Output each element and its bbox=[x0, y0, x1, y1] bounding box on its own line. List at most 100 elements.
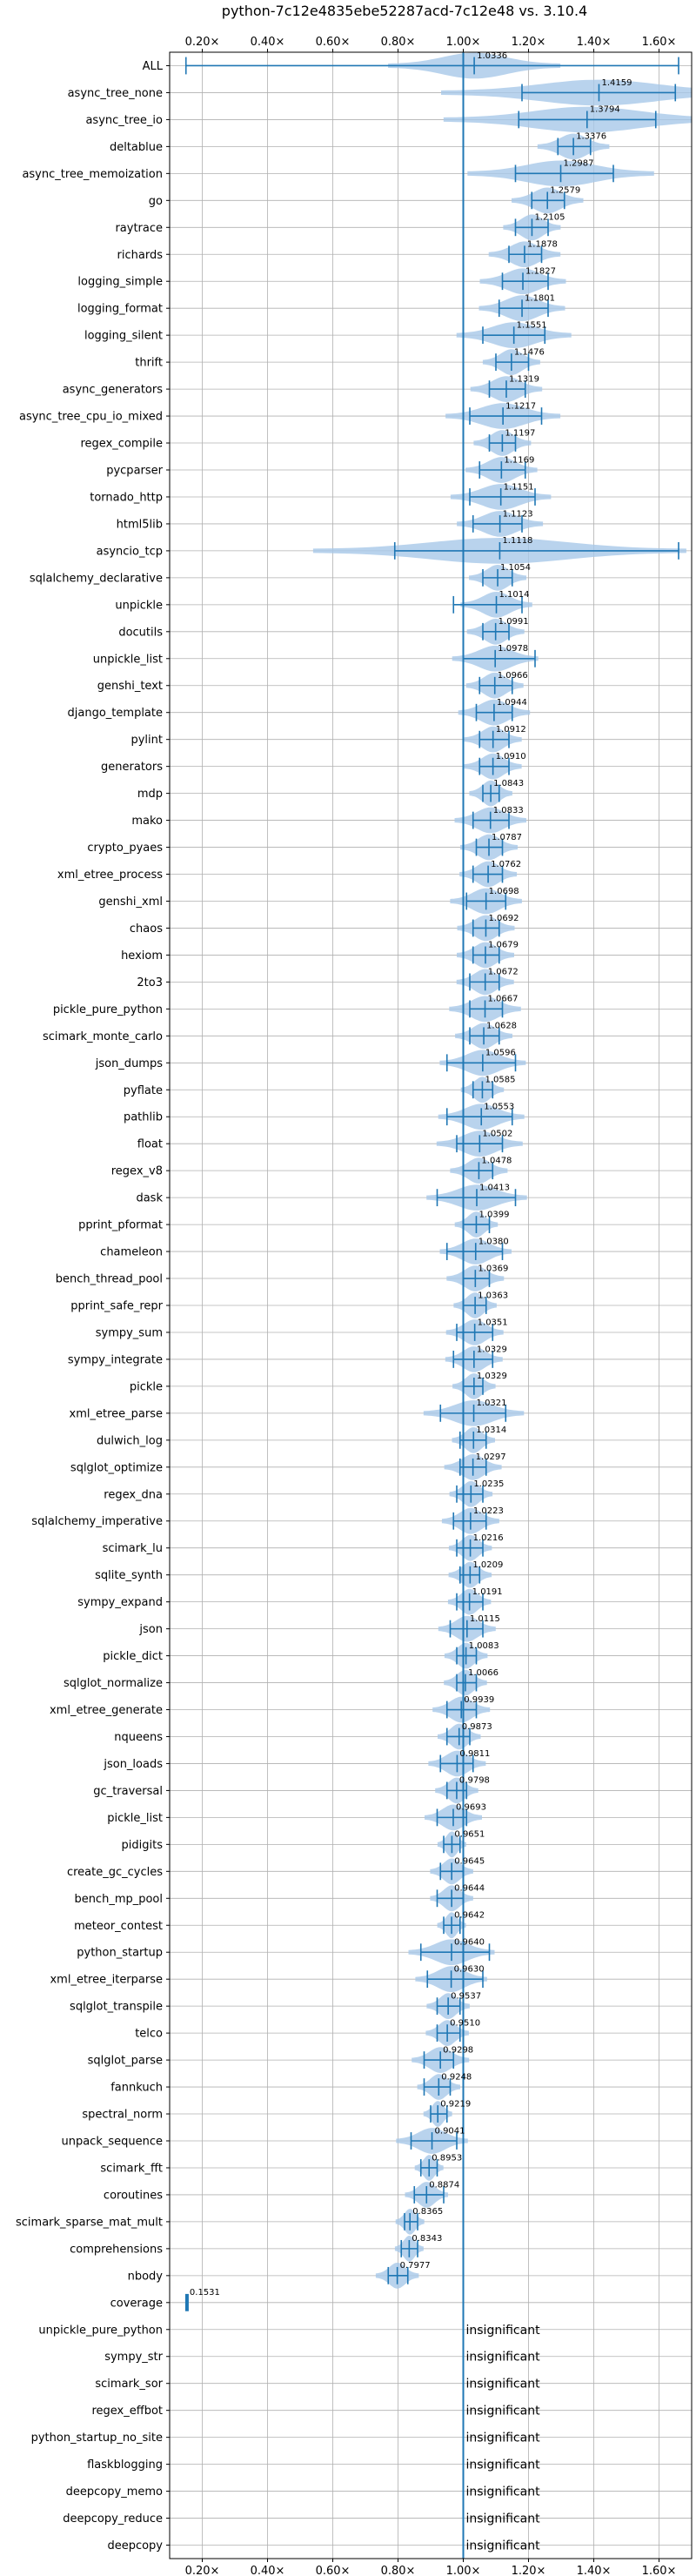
value-label: 1.1054 bbox=[500, 563, 531, 573]
benchmark-label: pycparser bbox=[106, 465, 163, 478]
benchmark-label: pickle_list bbox=[107, 1812, 163, 1825]
benchmark-label: sympy_str bbox=[104, 2351, 163, 2364]
insignificant-label: insignificant bbox=[466, 2432, 541, 2445]
benchmark-label: python_startup_no_site bbox=[31, 2432, 163, 2445]
x-tick-label-top: 1.20× bbox=[512, 36, 546, 49]
benchmark-label: pprint_pformat bbox=[78, 1219, 163, 1232]
benchmark-label: async_tree_memoization bbox=[22, 168, 163, 181]
value-label: 1.0912 bbox=[496, 725, 526, 735]
benchmark-label: 2to3 bbox=[137, 976, 163, 989]
benchmark-label: flaskblogging bbox=[87, 2459, 163, 2472]
value-label: 1.0553 bbox=[484, 1103, 514, 1112]
benchmark-label: json bbox=[138, 1623, 163, 1636]
value-label: 1.0336 bbox=[477, 51, 507, 61]
value-label: 1.1319 bbox=[509, 374, 539, 384]
insignificant-label: insignificant bbox=[466, 2485, 541, 2499]
value-label: 1.0596 bbox=[485, 1049, 516, 1058]
benchmark-label: thrift bbox=[135, 357, 163, 370]
value-label: 1.2105 bbox=[534, 213, 565, 223]
value-label: 1.0223 bbox=[473, 1506, 504, 1516]
value-label: 1.0672 bbox=[488, 968, 519, 977]
benchmark-label: nqueens bbox=[114, 1731, 163, 1744]
value-label: 1.0369 bbox=[478, 1264, 508, 1273]
benchmark-label: regex_compile bbox=[80, 438, 163, 451]
value-label: 0.1531 bbox=[190, 2288, 220, 2298]
value-label: 1.0191 bbox=[472, 1587, 503, 1597]
benchmark-label: json_dumps bbox=[95, 1057, 163, 1070]
benchmark-label: spectral_norm bbox=[82, 2109, 163, 2122]
value-label: 1.0991 bbox=[499, 617, 529, 627]
value-label: 0.7977 bbox=[400, 2261, 431, 2271]
benchmark-label: django_template bbox=[68, 707, 163, 720]
benchmark-label: async_tree_cpu_io_mixed bbox=[19, 411, 163, 424]
benchmark-label: logging_format bbox=[77, 303, 163, 316]
plot-frame bbox=[169, 51, 693, 2559]
value-label: 1.3794 bbox=[590, 105, 620, 115]
value-label: 1.0478 bbox=[481, 1156, 512, 1165]
benchmark-label: logging_silent bbox=[84, 330, 163, 343]
insignificant-label: insignificant bbox=[466, 2324, 541, 2338]
benchmark-label: sympy_sum bbox=[96, 1326, 163, 1339]
benchmark-label: nbody bbox=[128, 2270, 164, 2283]
value-label: 0.9873 bbox=[462, 1722, 492, 1732]
value-label: 0.9510 bbox=[450, 2018, 480, 2028]
value-label: 1.0762 bbox=[491, 860, 521, 869]
benchmark-label: deepcopy_memo bbox=[66, 2485, 163, 2499]
benchmark-label: scimark_lu bbox=[103, 1542, 163, 1555]
benchmark-label: scimark_fft bbox=[100, 2162, 163, 2175]
value-label: 1.1551 bbox=[517, 320, 547, 330]
benchmark-label: regex_effbot bbox=[91, 2405, 163, 2418]
benchmark-label: sqlite_synth bbox=[95, 1569, 163, 1582]
value-label: 1.0692 bbox=[488, 914, 519, 923]
value-label: 0.9219 bbox=[440, 2099, 471, 2109]
benchmark-label: generators bbox=[101, 761, 163, 774]
benchmark-label: regex_dna bbox=[104, 1488, 163, 1501]
x-tick-label-top: 0.60× bbox=[316, 36, 351, 49]
value-label: 1.1878 bbox=[527, 240, 558, 250]
benchmark-label: genshi_xml bbox=[98, 896, 163, 909]
value-label: 1.0833 bbox=[493, 806, 524, 815]
benchmark-label: logging_simple bbox=[77, 276, 163, 289]
value-label: 1.0698 bbox=[489, 887, 519, 896]
value-label: 0.9939 bbox=[464, 1695, 494, 1705]
benchmark-label: deepcopy bbox=[107, 2539, 163, 2553]
benchmark-label: gc_traversal bbox=[93, 1785, 163, 1798]
insignificant-label: insignificant bbox=[466, 2378, 541, 2392]
benchmark-label: go bbox=[149, 195, 163, 208]
benchmark-label: pickle_dict bbox=[103, 1650, 163, 1663]
insignificant-label: insignificant bbox=[466, 2405, 541, 2418]
value-label: 1.0910 bbox=[496, 752, 526, 761]
x-tick-label-top: 0.80× bbox=[381, 36, 416, 49]
benchmark-label: async_generators bbox=[63, 384, 164, 397]
chart-marks bbox=[184, 52, 692, 2559]
value-label: 0.9644 bbox=[454, 1884, 485, 1894]
value-label: 1.1151 bbox=[504, 482, 534, 492]
x-tick-label-bottom: 0.20× bbox=[185, 2565, 220, 2576]
benchmark-label: hexiom bbox=[121, 949, 163, 963]
benchmark-label: asyncio_tcp bbox=[97, 545, 163, 558]
value-label: 1.0628 bbox=[486, 1022, 517, 1031]
benchmark-label: dask bbox=[136, 1192, 163, 1205]
value-label: 0.9041 bbox=[435, 2126, 465, 2136]
benchmark-label: fannkuch bbox=[110, 2082, 163, 2095]
benchmark-label: scimark_sor bbox=[95, 2378, 163, 2391]
value-label: 1.0216 bbox=[473, 1533, 504, 1543]
chart-labels: 0.20× 0.20× 0.40× 0.40× 0.60× 0.60× 0.80× 0.80×… bbox=[16, 36, 676, 2576]
value-label: 1.0380 bbox=[478, 1237, 509, 1246]
benchmark-label: xml_etree_parse bbox=[70, 1407, 163, 1420]
benchmark-label: pprint_safe_repr bbox=[70, 1300, 163, 1313]
value-label: 1.0115 bbox=[470, 1614, 500, 1624]
value-label: 1.0679 bbox=[488, 941, 519, 950]
benchmark-label: raytrace bbox=[115, 222, 163, 235]
value-label: 1.0966 bbox=[498, 671, 528, 681]
benchmark-label: comprehensions bbox=[70, 2243, 163, 2256]
value-label: 1.0978 bbox=[498, 644, 528, 654]
x-tick-label-top: 0.20× bbox=[185, 36, 220, 49]
benchmark-label: telco bbox=[135, 2028, 163, 2041]
x-tick-label-bottom: 0.60× bbox=[316, 2565, 351, 2576]
value-label: 1.0843 bbox=[493, 779, 524, 788]
benchmark-label: async_tree_none bbox=[68, 87, 163, 100]
value-label: 1.0329 bbox=[477, 1372, 507, 1381]
benchmark-label: bench_thread_pool bbox=[56, 1273, 163, 1286]
